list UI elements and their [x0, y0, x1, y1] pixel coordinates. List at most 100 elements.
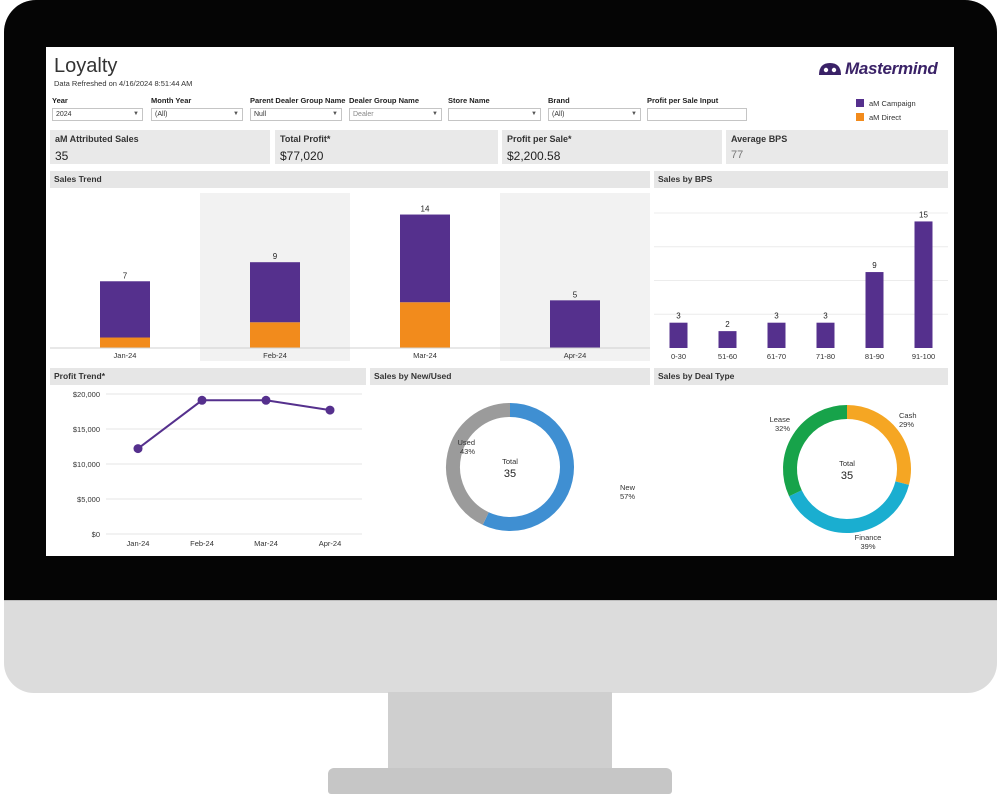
slice-percent: 39% [860, 542, 875, 551]
filter-month-year-label: Month Year [151, 96, 192, 105]
filter-dealer-group-select[interactable]: Dealer ▼ [349, 108, 442, 121]
x-tick-label: 91-100 [912, 352, 935, 361]
donut-center-value: 35 [841, 470, 853, 482]
filter-store-name-select[interactable]: ▼ [448, 108, 541, 121]
x-tick-label: Jan-24 [127, 539, 150, 548]
legend-swatch-am-direct [856, 113, 864, 121]
filter-year-select[interactable]: 2024 ▼ [52, 108, 143, 121]
dashboard-screen: Loyalty Data Refreshed on 4/16/2024 8:51… [46, 47, 954, 556]
donut-slice [846, 405, 911, 485]
slice-label: Cash [899, 411, 917, 420]
filter-month-year-value: (All) [155, 111, 168, 118]
bar-total-label: 7 [123, 271, 128, 280]
x-tick-label: 81-90 [865, 352, 884, 361]
panel-title: Sales Trend [54, 174, 102, 184]
filter-month-year-select[interactable]: (All) ▼ [151, 108, 243, 121]
monitor-stand-neck [388, 692, 612, 774]
kpi-attributed-sales: aM Attributed Sales 35 [50, 130, 270, 164]
filter-parent-dealer-group-select[interactable]: Null ▼ [250, 108, 342, 121]
profit-point [261, 395, 271, 405]
donut-slice [789, 481, 909, 533]
sales-trend-chart: 7 Jan-24 9 Feb-24 14 Mar-24 5 Apr-24 [50, 193, 650, 361]
kpi-value: 35 [55, 149, 69, 163]
donut-center-label: Total [839, 459, 855, 468]
chevron-down-icon: ▼ [233, 111, 239, 117]
donut-center-label: Total [502, 457, 518, 466]
panel-title: Sales by BPS [658, 174, 713, 184]
slice-label: Lease [770, 415, 790, 424]
brand-logo: Mastermind [818, 59, 948, 81]
x-tick-label: Jan-24 [114, 351, 137, 360]
bar-bps [669, 322, 688, 348]
bar-am-direct [250, 322, 300, 348]
panel-header-sales-trend: Sales Trend [50, 171, 650, 188]
filter-profit-per-sale-label: Profit per Sale Input [647, 96, 719, 105]
bar-bps [816, 322, 835, 348]
bar-value-label: 3 [774, 312, 779, 321]
profit-trend-chart: $0 $5,000 $10,000 $15,000 $20,000 Jan-24 Feb-2… [73, 390, 362, 548]
x-tick-label: Mar-24 [254, 539, 278, 548]
y-tick-label: $15,000 [73, 425, 100, 434]
profit-line [137, 399, 331, 450]
kpi-label: Average BPS [731, 134, 788, 144]
filter-year-value: 2024 [56, 111, 72, 118]
x-tick-label: Apr-24 [564, 351, 587, 360]
kpi-label: aM Attributed Sales [55, 134, 139, 144]
bar-am-direct [400, 302, 450, 348]
filter-brand-value: (All) [552, 111, 565, 118]
bar-total-label: 5 [573, 290, 578, 299]
kpi-total-profit: Total Profit* $77,020 [275, 130, 498, 164]
panel-title: Sales by New/Used [374, 371, 452, 381]
bar-bps [767, 322, 786, 348]
bar-am-campaign [550, 300, 600, 348]
slice-percent: 29% [899, 420, 914, 429]
x-tick-label: Feb-24 [263, 351, 287, 360]
legend-label-am-campaign: aM Campaign [869, 99, 916, 108]
chevron-down-icon: ▼ [531, 111, 537, 117]
slice-percent: 43% [460, 447, 475, 456]
data-refreshed-text: Data Refreshed on 4/16/2024 8:51:44 AM [54, 79, 193, 88]
filter-brand-select[interactable]: (All) ▼ [548, 108, 641, 121]
x-tick-label: Mar-24 [413, 351, 437, 360]
profit-point [133, 444, 143, 454]
y-tick-label: $5,000 [77, 495, 100, 504]
bar-am-direct [100, 337, 150, 348]
profit-point [325, 405, 335, 415]
x-tick-label: Apr-24 [319, 539, 342, 548]
kpi-value: 77 [731, 149, 744, 161]
panel-header-sales-by-deal-type: Sales by Deal Type [654, 368, 948, 385]
bar-am-campaign [250, 262, 300, 323]
bar-value-label: 3 [823, 312, 828, 321]
bar-value-label: 2 [725, 320, 730, 329]
kpi-label: Total Profit* [280, 134, 331, 144]
x-tick-label: 0-30 [671, 352, 686, 361]
slice-percent: 32% [775, 424, 790, 433]
bar-value-label: 3 [676, 312, 681, 321]
monitor-chin [4, 600, 997, 693]
legend-swatch-am-campaign [856, 99, 864, 107]
chevron-down-icon: ▼ [332, 111, 338, 117]
sales-by-bps-chart: 3 0-30 2 51-60 3 61-70 3 71-80 9 81-90 15 91-100 [654, 210, 948, 361]
chevron-down-icon: ▼ [432, 111, 438, 117]
panel-header-sales-by-new-used: Sales by New/Used [370, 368, 650, 385]
bar-value-label: 9 [872, 261, 877, 270]
filter-parent-dealer-group-label: Parent Dealer Group Name [250, 96, 346, 105]
brand-logo-text: Mastermind [845, 59, 938, 78]
slice-label: New [620, 483, 636, 492]
x-tick-label: 71-80 [816, 352, 835, 361]
bar-am-campaign [100, 281, 150, 338]
bar-value-label: 15 [919, 210, 928, 219]
y-tick-label: $10,000 [73, 460, 100, 469]
profit-point [197, 395, 207, 405]
slice-label: Used [457, 438, 475, 447]
x-tick-label: 51-60 [718, 352, 737, 361]
profit-per-sale-input[interactable] [647, 108, 747, 121]
bar-bps [718, 331, 737, 348]
donut-slice [446, 403, 511, 525]
bar-am-campaign [400, 214, 450, 303]
mastermind-logo-icon [819, 63, 841, 75]
donut-slice [482, 403, 574, 531]
filter-brand-label: Brand [548, 96, 570, 105]
slice-label: Finance [855, 533, 882, 542]
chevron-down-icon: ▼ [631, 111, 637, 117]
